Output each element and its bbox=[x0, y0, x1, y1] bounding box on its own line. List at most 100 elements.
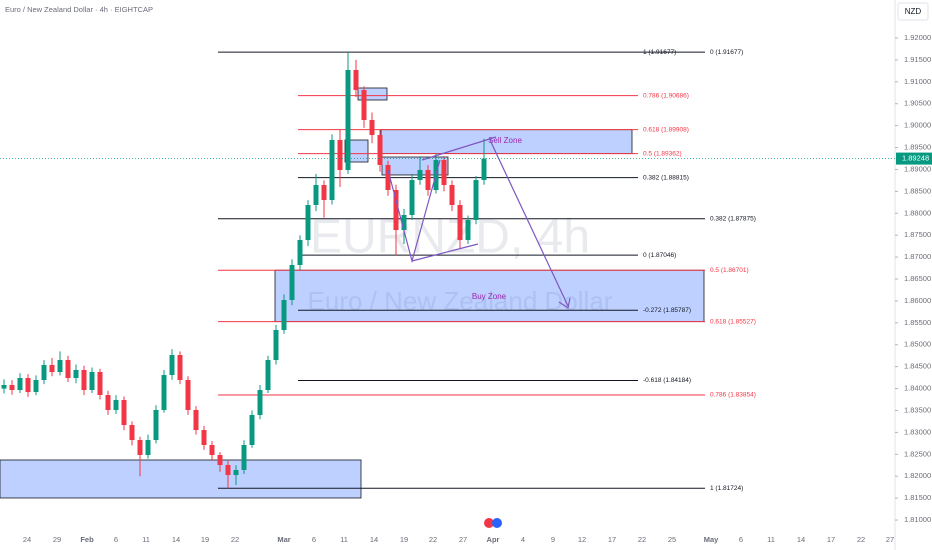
candle-body bbox=[25, 378, 31, 392]
candle-body bbox=[457, 204, 463, 241]
y-tick-label: 1.84500 bbox=[904, 362, 931, 371]
x-tick-label: Apr bbox=[487, 535, 500, 544]
y-tick-label: 1.82500 bbox=[904, 449, 931, 458]
fib-label: 0 (1.87046) bbox=[643, 252, 676, 259]
fib-label: 0.382 (1.87875) bbox=[710, 215, 756, 222]
x-tick-label: 14 bbox=[172, 535, 180, 544]
x-tick-label: 6 bbox=[739, 535, 743, 544]
y-tick-label: 1.83500 bbox=[904, 405, 931, 414]
candle-body bbox=[265, 359, 271, 391]
candle-body bbox=[241, 445, 247, 470]
candle-body bbox=[465, 219, 471, 241]
arrow-line bbox=[489, 139, 569, 307]
candle-body bbox=[145, 440, 151, 455]
y-tick-label: 1.85500 bbox=[904, 318, 931, 327]
x-tick-label: May bbox=[704, 535, 719, 544]
candle-body bbox=[273, 330, 279, 360]
candle-body bbox=[17, 378, 23, 391]
y-tick-label: 1.88500 bbox=[904, 186, 931, 195]
x-tick-label: 9 bbox=[551, 535, 555, 544]
fib-label: 0.5 (1.89362) bbox=[643, 150, 682, 157]
y-tick-label: 1.90500 bbox=[904, 99, 931, 108]
candle-body bbox=[297, 240, 303, 265]
x-tick-label: 14 bbox=[797, 535, 805, 544]
y-tick-label: 1.90000 bbox=[904, 121, 931, 130]
currency-box[interactable] bbox=[897, 2, 929, 21]
x-tick-label: 19 bbox=[400, 535, 408, 544]
x-tick-label: 6 bbox=[312, 535, 316, 544]
candle-body bbox=[441, 159, 447, 186]
candle-body bbox=[97, 371, 103, 396]
candle-body bbox=[377, 135, 383, 165]
zone bbox=[381, 156, 449, 176]
fib-label: -0.618 (1.84184) bbox=[643, 377, 691, 384]
x-tick-label: 27 bbox=[886, 535, 894, 544]
y-tick-label: 1.89000 bbox=[904, 164, 931, 173]
candle-body bbox=[289, 264, 295, 300]
fib-label: 0.382 (1.88815) bbox=[643, 174, 689, 181]
candle-body bbox=[193, 409, 199, 431]
candle-body bbox=[417, 169, 423, 181]
x-tick-label: Feb bbox=[80, 535, 94, 544]
zones: Sell Zone Buy Zone bbox=[0, 87, 705, 499]
zone-label: Sell Zone bbox=[488, 136, 522, 145]
fib-levels: 1 (1.91677) 0 (1.91677)0.786 (1.90686)0.6… bbox=[218, 49, 756, 492]
chart-title: Euro / New Zealand Dollar · 4h · EIGHTCA… bbox=[5, 5, 153, 14]
price-axis: 1.81000 1.81500 1.82000 1.82500 1.83000 1.835… bbox=[894, 0, 931, 550]
candle-body bbox=[217, 454, 223, 465]
candle-body bbox=[233, 469, 239, 476]
swing-line bbox=[387, 159, 441, 264]
candle-body bbox=[225, 464, 231, 476]
candle-body bbox=[129, 425, 135, 441]
watermark-subtitle: Euro / New Zealand Dollar bbox=[308, 286, 613, 316]
candles bbox=[1, 52, 487, 489]
y-tick-label: 1.86000 bbox=[904, 296, 931, 305]
x-tick-label: 11 bbox=[767, 535, 775, 544]
candle-body bbox=[201, 430, 207, 446]
y-tick-label: 1.83000 bbox=[904, 427, 931, 436]
zone bbox=[274, 269, 705, 323]
candle-body bbox=[449, 185, 455, 205]
candle-body bbox=[209, 445, 215, 455]
y-tick-label: 1.91500 bbox=[904, 55, 931, 64]
y-tick-label: 1.84000 bbox=[904, 384, 931, 393]
event-icon[interactable] bbox=[492, 518, 502, 528]
candle-body bbox=[305, 204, 311, 241]
candle-body bbox=[473, 180, 479, 220]
x-tick-label: 22 bbox=[429, 535, 437, 544]
y-tick-label: 1.92000 bbox=[904, 33, 931, 42]
x-tick-label: 19 bbox=[201, 535, 209, 544]
y-tick-label: 1.91000 bbox=[904, 77, 931, 86]
candle-body bbox=[1, 385, 7, 389]
candle-body bbox=[385, 164, 391, 191]
zone-label: Buy Zone bbox=[472, 292, 507, 301]
candle-body bbox=[9, 385, 15, 391]
wedge-upper bbox=[421, 136, 497, 161]
candle-body bbox=[89, 371, 95, 391]
x-tick-label: 27 bbox=[459, 535, 467, 544]
zone bbox=[0, 459, 362, 499]
fib-label: -0.272 (1.85787) bbox=[643, 307, 691, 314]
candle-body bbox=[361, 90, 367, 120]
candle-body bbox=[281, 300, 287, 331]
candle-body bbox=[329, 140, 335, 200]
candle-body bbox=[353, 69, 359, 91]
candle-body bbox=[49, 364, 55, 372]
x-tick-label: 29 bbox=[53, 535, 61, 544]
candle-body bbox=[481, 158, 487, 181]
event-icon[interactable] bbox=[484, 518, 494, 528]
last-price-tag bbox=[896, 152, 932, 165]
candle-body bbox=[81, 369, 87, 391]
candle-body bbox=[41, 364, 47, 381]
candle-body bbox=[409, 180, 415, 215]
fib-label: 0 (1.91677) bbox=[710, 49, 743, 56]
fib-label: 0.786 (1.83854) bbox=[710, 392, 756, 399]
y-tick-label: 1.82000 bbox=[904, 471, 931, 480]
candle-body bbox=[105, 395, 111, 410]
fib-label: 1 (1.81724) bbox=[710, 485, 743, 492]
y-tick-label: 1.87000 bbox=[904, 252, 931, 261]
candle-body bbox=[321, 185, 327, 200]
candle-body bbox=[137, 440, 143, 455]
